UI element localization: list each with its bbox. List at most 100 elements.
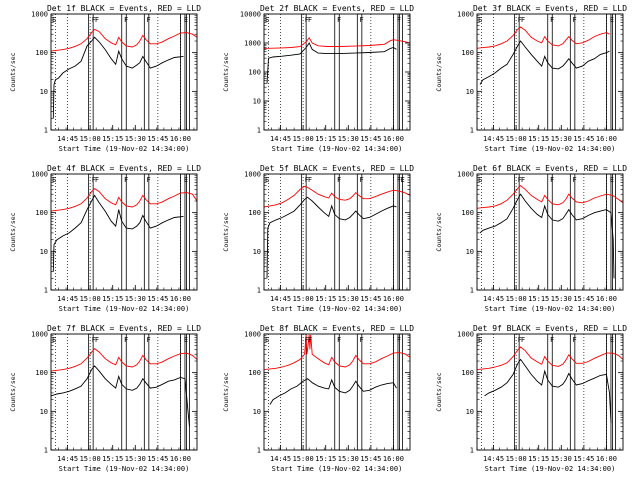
x-tick-label: 15:30 (125, 135, 146, 143)
x-tick-label: 14:45 (57, 295, 78, 303)
y-axis-label: Counts/sec (9, 52, 17, 91)
marker-label: F (550, 16, 554, 24)
y-axis-label: Counts/sec (435, 212, 443, 251)
interval-band (356, 173, 363, 291)
interval-band (393, 13, 399, 131)
chart-panel-4: Det 4f BLACK = Events, RED = LLD Counts/s… (9, 164, 201, 313)
marker-label: F (518, 176, 522, 184)
series-events-line (479, 40, 610, 85)
interval-band (547, 13, 553, 131)
marker-label: E (610, 336, 614, 344)
series-events-line (484, 358, 612, 424)
x-tick-label: 15:45 (360, 135, 381, 143)
y-tick-label: 1000 (457, 11, 474, 19)
series-lld-line (476, 26, 610, 49)
interval-band (143, 13, 150, 131)
marker-label: F (521, 336, 525, 344)
marker-label: E (478, 336, 482, 344)
x-tick-label: 16:00 (596, 135, 617, 143)
x-tick-label: 15:45 (573, 455, 594, 463)
series-lld-line (476, 184, 624, 209)
x-axis-label: Start Time (19-Nov-02 14:34:00) (59, 305, 190, 313)
y-tick-label: 1000 (31, 331, 48, 339)
marker-label: F (573, 16, 577, 24)
y-axis-label: Counts/sec (222, 372, 230, 411)
plot-frame (50, 173, 198, 291)
chart-title: Det 9f BLACK = Events, RED = LLD (473, 324, 627, 333)
series-lld-line (263, 37, 411, 49)
x-tick-label: 15:30 (551, 295, 572, 303)
x-tick-label: 15:00 (506, 295, 527, 303)
y-tick-label: 1000 (457, 331, 474, 339)
marker-label: F (397, 336, 401, 344)
plot-frame (476, 333, 624, 451)
plot-frame (476, 13, 624, 131)
x-tick-label: 16:00 (383, 455, 404, 463)
x-tick-label: 16:00 (170, 455, 191, 463)
x-axis-label: Start Time (19-Nov-02 14:34:00) (59, 465, 190, 473)
marker-label: F (573, 336, 577, 344)
y-tick-label: 1 (257, 287, 261, 295)
x-tick-label: 15:15 (102, 135, 123, 143)
interval-band (356, 333, 363, 451)
y-tick-label: 1 (470, 447, 474, 455)
series-events-line (269, 378, 397, 405)
x-tick-label: 16:00 (170, 295, 191, 303)
y-tick-label: 1000 (31, 11, 48, 19)
y-tick-label: 100 (248, 209, 261, 217)
series-lld-line (263, 334, 411, 371)
x-tick-label: 15:00 (506, 455, 527, 463)
y-tick-label: 1000 (31, 171, 48, 179)
x-tick-label: 15:15 (315, 135, 336, 143)
y-tick-label: 10 (40, 88, 48, 96)
marker-label: F (337, 336, 341, 344)
marker-label: E (478, 16, 482, 24)
y-tick-label: 10 (253, 248, 261, 256)
marker-label: E (52, 336, 56, 344)
x-tick-label: 15:00 (293, 295, 314, 303)
chart-panel-2: Det 2f BLACK = Events, RED = LLD Counts/s… (222, 4, 414, 153)
plot-frame (263, 333, 411, 451)
plot-frame (50, 13, 198, 131)
y-axis-label: Counts/sec (9, 212, 17, 251)
interval-band (180, 13, 186, 131)
marker-label: F (305, 336, 309, 344)
marker-label: F (337, 176, 341, 184)
chart-panel-6: Det 6f BLACK = Events, RED = LLD Counts/s… (435, 164, 627, 313)
marker-label: F (337, 16, 341, 24)
y-tick-label: 1 (257, 447, 261, 455)
marker-label: F (124, 336, 128, 344)
x-axis-label: Start Time (19-Nov-02 14:34:00) (485, 305, 616, 313)
x-tick-label: 15:30 (125, 295, 146, 303)
y-tick-label: 100 (461, 209, 474, 217)
y-tick-label: 1000 (244, 171, 261, 179)
marker-label: F (521, 176, 525, 184)
x-tick-label: 14:45 (57, 135, 78, 143)
interval-band (301, 173, 307, 291)
marker-label: F (397, 176, 401, 184)
y-axis-label: Counts/sec (435, 52, 443, 91)
y-axis-label: Counts/sec (222, 212, 230, 251)
marker-label: F (147, 176, 151, 184)
x-tick-label: 15:15 (528, 135, 549, 143)
x-tick-label: 15:00 (506, 135, 527, 143)
marker-label: F (360, 336, 364, 344)
y-tick-label: 10 (253, 408, 261, 416)
marker-label: E (610, 176, 614, 184)
series-events-line (266, 196, 397, 279)
x-tick-label: 15:00 (80, 455, 101, 463)
series-events-line (266, 42, 397, 84)
marker-label: F (147, 336, 151, 344)
interval-band (612, 13, 616, 131)
x-tick-label: 14:45 (270, 295, 291, 303)
x-tick-label: 16:00 (383, 135, 404, 143)
y-tick-label: 10 (253, 98, 261, 106)
y-tick-label: 1 (470, 127, 474, 135)
chart-panel-8: Det 8f BLACK = Events, RED = LLD Counts/s… (222, 324, 414, 473)
marker-label: E (400, 176, 404, 184)
interval-band (143, 173, 150, 291)
y-tick-label: 1000 (244, 40, 261, 48)
marker-label: E (478, 176, 482, 184)
x-tick-label: 15:45 (360, 295, 381, 303)
chart-title: Det 3f BLACK = Events, RED = LLD (473, 4, 627, 13)
